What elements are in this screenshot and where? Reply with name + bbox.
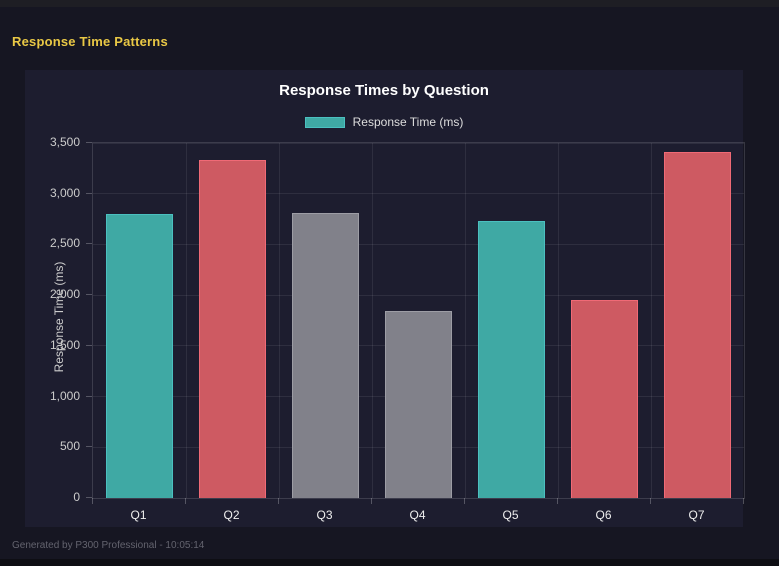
footer-text: Generated by P300 Professional - 10:05:1… bbox=[12, 540, 205, 551]
gridline-x-q3 bbox=[278, 143, 280, 498]
gridline-y-2000 bbox=[93, 294, 744, 296]
y-tick-label-0: 0 bbox=[73, 490, 80, 504]
y-tick-mark bbox=[86, 142, 92, 143]
gridline-y-3500 bbox=[93, 142, 744, 144]
bar-q3[interactable] bbox=[292, 213, 359, 498]
x-tick-mark bbox=[557, 498, 558, 504]
y-tick-label-2500: 2,500 bbox=[49, 236, 80, 251]
chart-card: Response Times by Question Response Time… bbox=[25, 70, 745, 527]
x-tick-mark bbox=[92, 498, 93, 504]
y-tick-mark bbox=[86, 192, 92, 194]
bar-q7[interactable] bbox=[664, 152, 731, 498]
y-tick-mark bbox=[86, 294, 92, 296]
y-tick-mark bbox=[86, 243, 92, 245]
x-label-q7: Q7 bbox=[688, 508, 705, 522]
gridline-x-q7 bbox=[650, 143, 652, 498]
y-tick-mark bbox=[86, 446, 92, 448]
bar-q4[interactable] bbox=[385, 311, 452, 498]
y-tick-label-1500: 1,500 bbox=[49, 337, 80, 352]
x-label-q2: Q2 bbox=[223, 508, 240, 522]
y-tick-mark bbox=[86, 395, 92, 397]
top-bar bbox=[0, 0, 779, 7]
bar-q5[interactable] bbox=[478, 221, 545, 498]
y-tick-mark bbox=[86, 344, 92, 346]
page-title: Response Time Patterns bbox=[12, 34, 168, 49]
gridline-x-q2 bbox=[185, 143, 187, 498]
x-tick-mark bbox=[743, 498, 744, 504]
x-tick-mark bbox=[185, 498, 186, 504]
gridline-y-2500 bbox=[93, 243, 744, 245]
y-tick-label-2000: 2,000 bbox=[49, 287, 80, 302]
bar-q2[interactable] bbox=[199, 160, 266, 498]
y-axis-title: Response Time (ms) bbox=[52, 261, 66, 373]
legend-label: Response Time (ms) bbox=[352, 115, 464, 129]
x-tick-mark bbox=[464, 498, 465, 504]
x-tick-mark bbox=[371, 498, 372, 504]
bar-q1[interactable] bbox=[106, 214, 173, 498]
x-label-q3: Q3 bbox=[316, 508, 333, 522]
chart-legend-item[interactable]: Response Time (ms) bbox=[25, 115, 743, 129]
bottom-bar bbox=[0, 559, 779, 566]
y-tick-label-3500: 3,500 bbox=[49, 135, 80, 149]
gridline-x-q5 bbox=[464, 143, 466, 498]
x-tick-mark bbox=[278, 498, 279, 504]
x-label-q1: Q1 bbox=[130, 508, 147, 522]
y-tick-mark bbox=[86, 497, 92, 498]
chart-title: Response Times by Question bbox=[279, 82, 489, 99]
gridline-x-q6 bbox=[557, 143, 559, 498]
x-tick-mark bbox=[650, 498, 651, 504]
x-label-q4: Q4 bbox=[409, 508, 426, 522]
legend-swatch bbox=[304, 116, 345, 128]
plot-area bbox=[92, 142, 745, 499]
y-tick-label-500: 500 bbox=[59, 439, 80, 454]
gridline-y-3000 bbox=[93, 193, 744, 195]
x-label-q5: Q5 bbox=[502, 508, 519, 522]
bar-q6[interactable] bbox=[571, 300, 638, 498]
y-tick-label-1000: 1,000 bbox=[49, 388, 80, 403]
gridline-x-q4 bbox=[371, 143, 373, 498]
y-tick-label-3000: 3,000 bbox=[49, 185, 80, 200]
x-label-q6: Q6 bbox=[595, 508, 612, 522]
